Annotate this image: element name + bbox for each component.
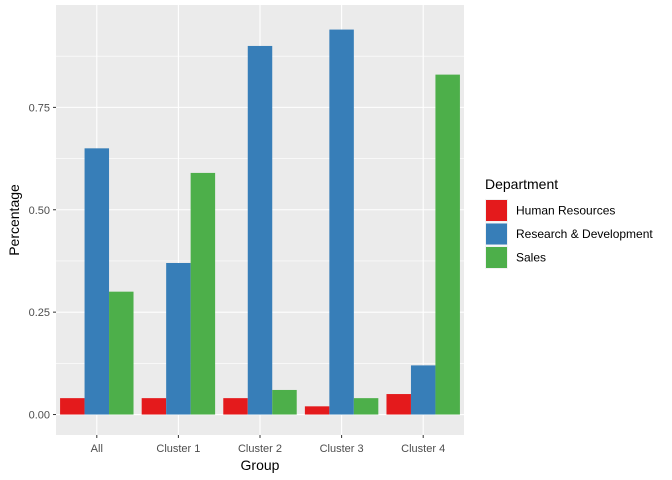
x-tick-label: Cluster 4 [401, 443, 445, 455]
legend: Department Human Resources Research & Dev… [485, 176, 653, 269]
legend-label: Sales [516, 251, 546, 265]
legend-swatch [486, 247, 507, 268]
bar [166, 263, 191, 415]
x-tick-label: All [91, 443, 103, 455]
bar [223, 398, 248, 415]
x-axis-title: Group [241, 457, 280, 473]
bar [141, 398, 167, 415]
bar [247, 45, 273, 415]
x-tick-label: Cluster 2 [238, 443, 282, 455]
bar [329, 29, 354, 415]
bar [304, 406, 330, 415]
x-tick-label: Cluster 1 [156, 443, 200, 455]
y-tick-label: 0.25 [29, 307, 50, 319]
bar [353, 398, 379, 415]
bar [84, 148, 110, 415]
bar [386, 394, 411, 415]
bar [272, 389, 297, 415]
y-tick-label: 0.00 [29, 410, 50, 422]
x-tick-label: Cluster 3 [320, 443, 364, 455]
bar [410, 365, 436, 415]
bars [60, 29, 460, 415]
bar [435, 74, 460, 415]
bar [190, 172, 216, 415]
legend-swatch [486, 223, 507, 245]
legend-title: Department [485, 176, 558, 192]
bar [109, 291, 134, 415]
legend-label: Human Resources [516, 204, 615, 218]
legend-label: Research & Development [516, 227, 653, 241]
legend-swatch [486, 200, 507, 221]
bar [60, 398, 85, 415]
y-axis: 0.00 0.25 0.50 0.75 [29, 102, 56, 422]
y-tick-label: 0.50 [29, 205, 50, 217]
y-axis-title: Percentage [6, 184, 22, 256]
y-tick-label: 0.75 [29, 102, 50, 114]
x-axis: All Cluster 1 Cluster 2 Cluster 3 Cluster 4 [91, 435, 445, 455]
